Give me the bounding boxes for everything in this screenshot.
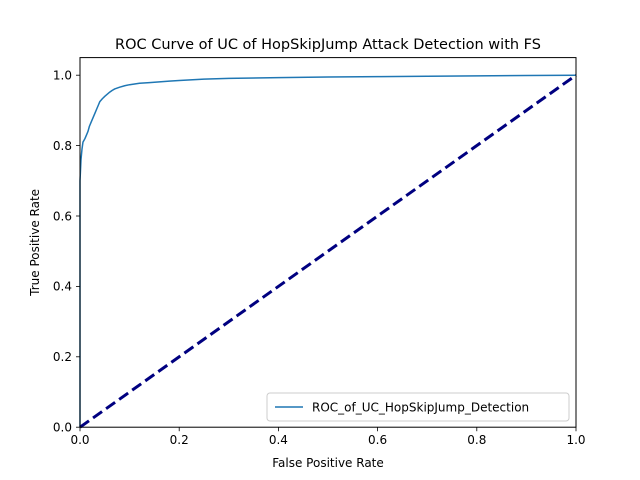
y-tick-label: 0.2	[53, 350, 72, 364]
x-tick-label: 0.0	[70, 433, 89, 447]
y-tick-label: 0.0	[53, 421, 72, 435]
chart-title: ROC Curve of UC of HopSkipJump Attack De…	[115, 37, 541, 53]
chance-diagonal-line	[79, 73, 577, 429]
y-tick-label: 0.4	[53, 280, 72, 294]
y-tick-label: 0.6	[53, 209, 72, 223]
x-tick-label: 1.0	[566, 433, 585, 447]
x-tick-label: 0.6	[368, 433, 387, 447]
x-axis-label: False Positive Rate	[272, 456, 384, 470]
roc-curve-line	[79, 74, 577, 428]
plot-area	[79, 57, 577, 429]
y-tick-label: 0.8	[53, 139, 72, 153]
legend-label: ROC_of_UC_HopSkipJump_Detection	[312, 401, 529, 415]
axes-frame	[79, 57, 577, 428]
y-axis-ticks: 0.0 0.2 0.4 0.6 0.8 1.0	[53, 69, 80, 435]
legend: ROC_of_UC_HopSkipJump_Detection	[266, 392, 570, 422]
x-tick-label: 0.2	[170, 433, 189, 447]
x-tick-label: 0.8	[467, 433, 486, 447]
x-tick-label: 0.4	[269, 433, 288, 447]
x-axis-ticks: 0.0 0.2 0.4 0.6 0.8 1.0	[70, 427, 586, 447]
y-axis-label: True Positive Rate	[28, 189, 42, 297]
y-tick-label: 1.0	[53, 69, 72, 83]
legend-box	[266, 392, 570, 422]
curves	[79, 73, 577, 429]
